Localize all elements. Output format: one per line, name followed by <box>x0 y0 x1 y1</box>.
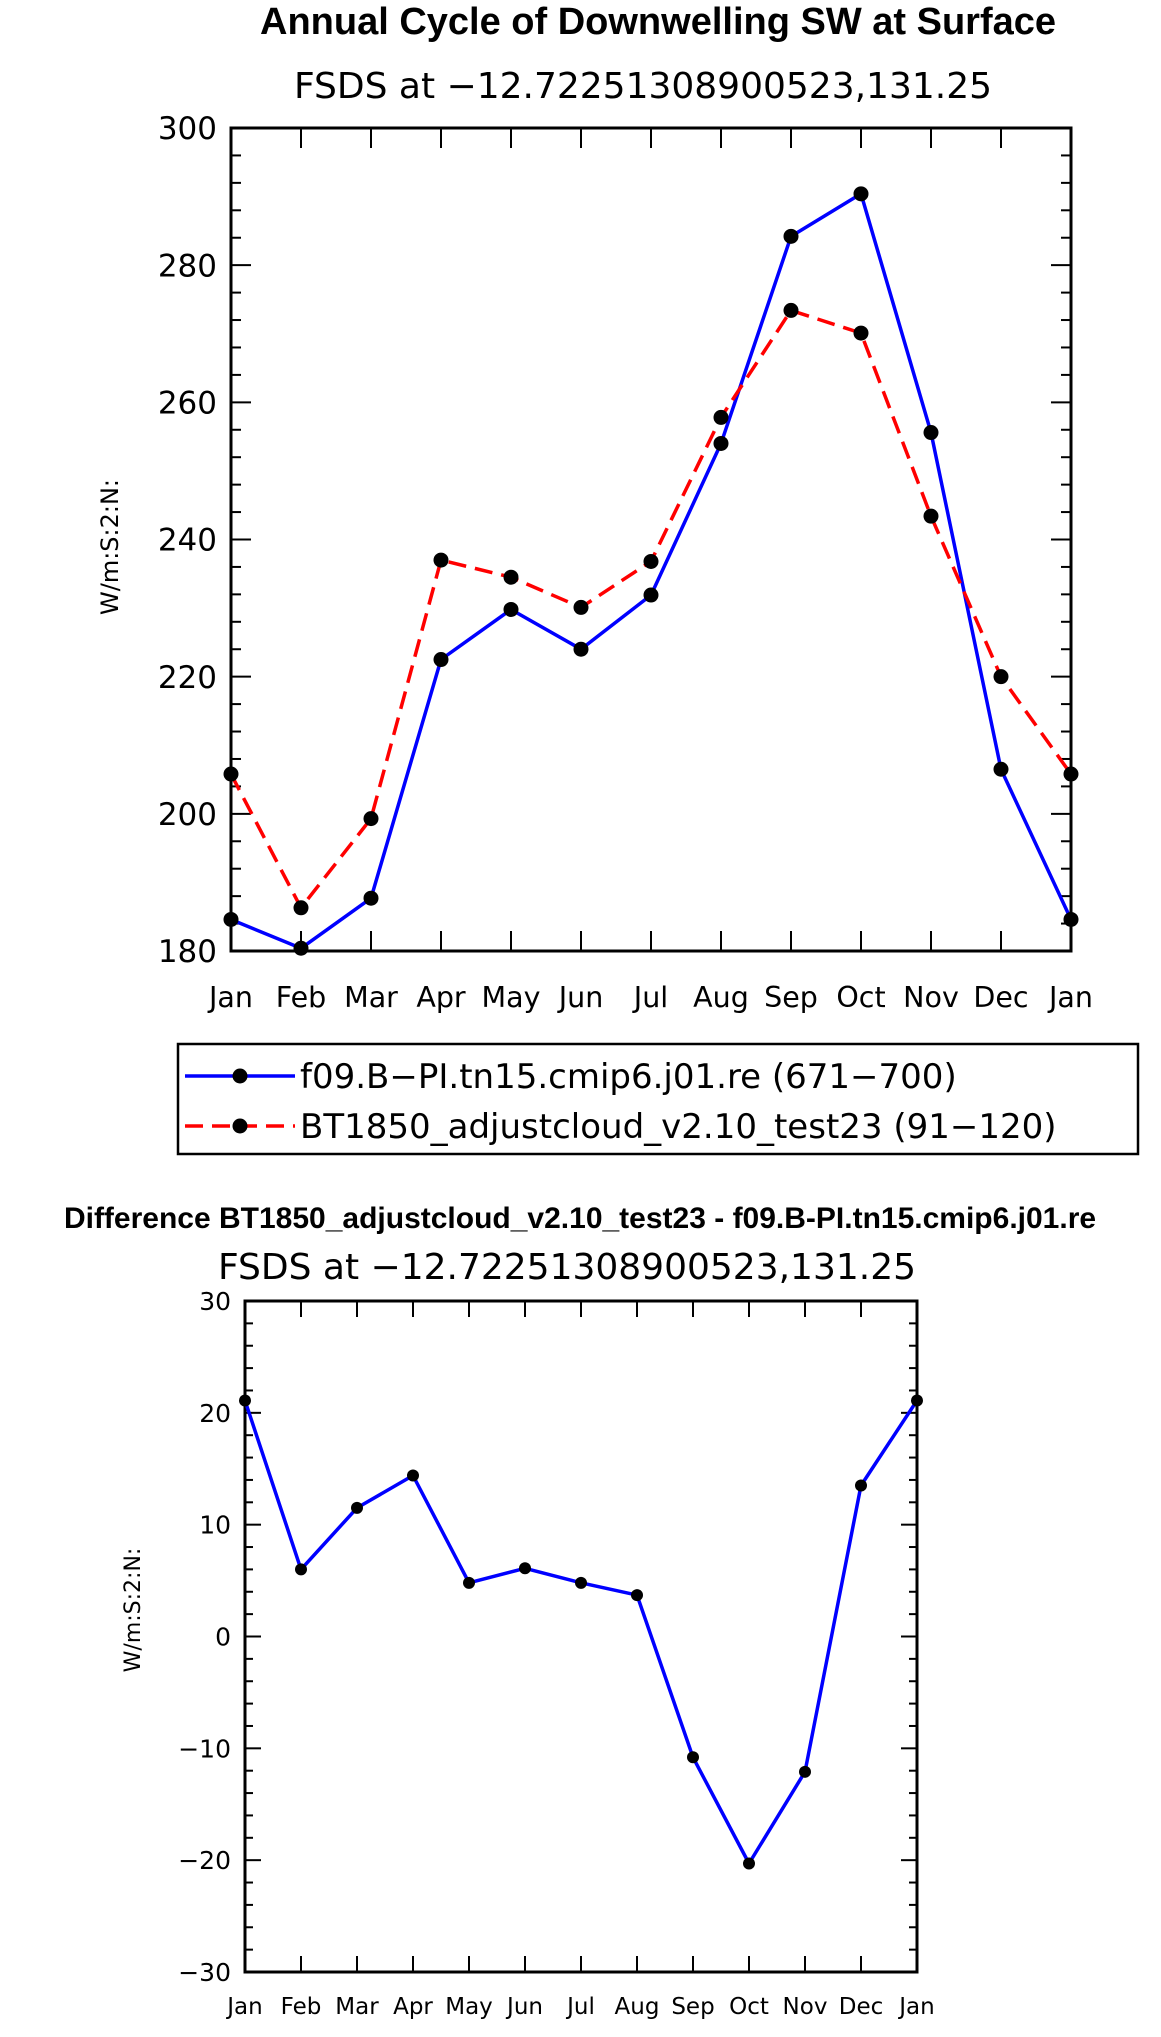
legend-box <box>176 1042 1140 1156</box>
y-axis-label: W/m:S:2:N: <box>96 479 124 615</box>
x-tick-label: Sep <box>671 1994 714 2020</box>
data-point-series-1 <box>853 186 869 202</box>
data-point-series-1 <box>433 652 449 668</box>
data-point-series-2 <box>993 669 1009 685</box>
diff-y-axis-label: W/m:S:2:N: <box>121 1548 146 1673</box>
x-tick-label: Mar <box>335 1994 379 2020</box>
x-tick-label: Jul <box>565 1994 595 2020</box>
data-point-series-1 <box>911 1394 923 1407</box>
x-tick-label: Aug <box>615 1994 660 2020</box>
data-point-series-1 <box>463 1576 475 1589</box>
x-tick-label: Dec <box>973 981 1028 1014</box>
legend-marker-series-1 <box>232 1068 248 1084</box>
y-tick-label: 180 <box>158 934 217 970</box>
y-tick-label: 280 <box>158 248 217 284</box>
data-point-series-1 <box>687 1751 699 1764</box>
data-point-series-1 <box>575 1576 587 1589</box>
x-tick-label: May <box>445 1994 493 2020</box>
data-point-series-1 <box>503 601 519 617</box>
data-point-series-1 <box>743 1857 755 1870</box>
x-tick-label: Apr <box>393 1994 433 2020</box>
data-point-series-2 <box>783 302 799 318</box>
y-tick-label: 300 <box>158 111 217 147</box>
x-tick-label: Feb <box>281 1994 322 2020</box>
data-point-series-1 <box>295 1563 307 1576</box>
x-tick-label: Feb <box>276 981 327 1014</box>
x-tick-label: Jan <box>207 981 253 1014</box>
series-line-2 <box>229 308 1073 910</box>
data-point-series-1 <box>1063 911 1079 927</box>
y-tick-label: 200 <box>158 797 217 833</box>
data-point-series-1 <box>631 1589 643 1602</box>
y-tick-label: 0 <box>215 1623 231 1652</box>
plot-frame <box>229 126 1073 953</box>
data-point-series-2 <box>293 900 309 916</box>
data-point-series-1 <box>713 435 729 451</box>
x-tick-label: Jan <box>225 1994 262 2020</box>
x-tick-label: Aug <box>693 981 749 1014</box>
legend-marker-series-2 <box>232 1118 248 1134</box>
x-tick-label: Jan <box>1047 981 1093 1014</box>
data-point-series-2 <box>1063 766 1079 782</box>
data-point-series-2 <box>573 599 589 615</box>
diff-chart-subtitle: FSDS at −12.72251308900523,131.25 <box>218 1247 916 1288</box>
y-tick-label: −30 <box>178 1958 231 1987</box>
data-point-series-2 <box>643 553 659 569</box>
data-point-series-1 <box>363 890 379 906</box>
x-tick-label: Apr <box>416 981 466 1014</box>
data-point-series-1 <box>573 641 589 657</box>
y-tick-label: 20 <box>199 1399 231 1428</box>
data-point-series-2 <box>433 552 449 568</box>
x-tick-label: Oct <box>729 1994 769 2020</box>
plot-frame <box>243 1299 919 1974</box>
data-point-series-2 <box>853 325 869 341</box>
y-tick-label: 220 <box>158 660 217 696</box>
data-point-series-2 <box>363 811 379 827</box>
chart-subtitle: FSDS at −12.72251308900523,131.25 <box>294 66 992 107</box>
data-point-series-1 <box>993 761 1009 777</box>
x-tick-label: May <box>482 981 541 1014</box>
x-tick-label: Oct <box>836 981 885 1014</box>
legend-label-series-2: BT1850_adjustcloud_v2.10_test23 (91−120) <box>300 1107 1057 1147</box>
data-point-series-2 <box>503 569 519 585</box>
x-tick-label: Nov <box>783 1994 828 2020</box>
series-line-1 <box>230 192 1073 951</box>
data-point-series-2 <box>713 409 729 425</box>
series-line-1 <box>243 1399 919 1866</box>
data-point-series-1 <box>407 1469 419 1482</box>
data-point-series-1 <box>783 228 799 244</box>
data-point-series-1 <box>239 1394 251 1407</box>
data-point-series-1 <box>923 425 939 441</box>
data-point-series-1 <box>223 911 239 927</box>
diff-chart-title: Difference BT1850_adjustcloud_v2.10_test… <box>64 1202 1096 1235</box>
legend-label-series-1: f09.B−PI.tn15.cmip6.j01.re (671−700) <box>300 1057 957 1097</box>
data-point-series-1 <box>351 1501 363 1514</box>
x-tick-label: Jun <box>557 981 604 1014</box>
data-point-series-2 <box>223 766 239 782</box>
x-tick-label: Nov <box>903 981 959 1014</box>
data-point-series-1 <box>643 587 659 603</box>
y-tick-label: 260 <box>158 385 217 421</box>
x-tick-label: Jan <box>897 1994 934 2020</box>
x-tick-label: Dec <box>839 1994 884 2020</box>
y-tick-label: 10 <box>199 1511 231 1540</box>
chart-title: Annual Cycle of Downwelling SW at Surfac… <box>260 1 1056 43</box>
legend: f09.B−PI.tn15.cmip6.j01.re (671−700) BT1… <box>176 1042 1140 1156</box>
x-tick-label: Mar <box>344 981 398 1014</box>
plot-area-annual-cycle: 180 200 220 240 260 280 300 Jan Feb Mar Apr May Jun J… <box>158 111 1093 1014</box>
data-point-series-1 <box>799 1765 811 1778</box>
x-tick-label: Jul <box>632 981 668 1014</box>
y-tick-label: −20 <box>178 1846 231 1875</box>
y-tick-label: −10 <box>178 1734 231 1763</box>
data-point-series-1 <box>293 940 309 956</box>
data-point-series-1 <box>855 1479 867 1492</box>
y-tick-label: 30 <box>199 1287 231 1316</box>
y-tick-label: 240 <box>158 523 217 559</box>
x-tick-label: Sep <box>764 981 818 1014</box>
data-point-series-2 <box>923 508 939 524</box>
x-tick-label: Jun <box>505 1994 543 2020</box>
data-point-series-1 <box>519 1562 531 1575</box>
plot-area-difference: −30 −20 −10 0 10 20 30 Jan Feb Mar Apr May Jun Jul Aug… <box>178 1287 935 2020</box>
